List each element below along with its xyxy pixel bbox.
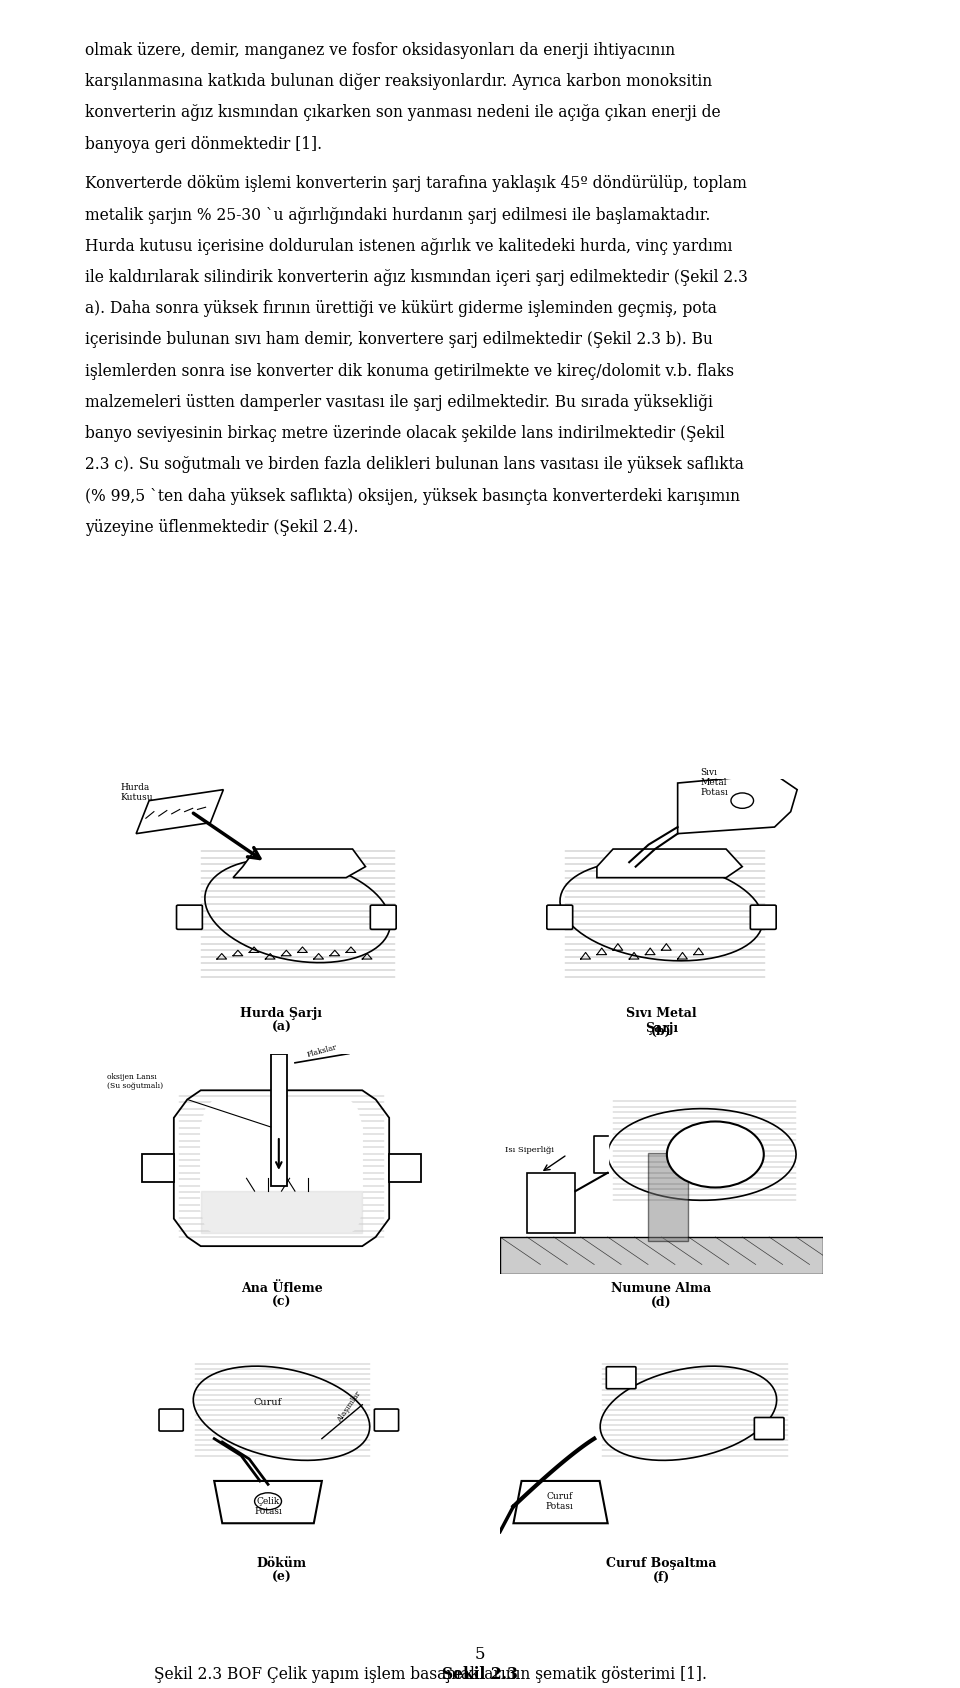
- Text: Hurda
Kutusu: Hurda Kutusu: [120, 783, 153, 802]
- Text: Sıvı
Metal
Potası: Sıvı Metal Potası: [700, 768, 728, 797]
- Circle shape: [254, 1492, 281, 1509]
- Polygon shape: [597, 849, 742, 878]
- Text: (f): (f): [653, 1570, 670, 1583]
- Text: (b): (b): [651, 1025, 672, 1038]
- Text: karşılanmasına katkıda bulunan diğer reaksiyonlardır. Ayrıca karbon monoksitin: karşılanmasına katkıda bulunan diğer rea…: [85, 73, 712, 89]
- Text: Alaşımlar: Alaşımlar: [335, 1389, 363, 1423]
- Text: Hurda Şarjı: Hurda Şarjı: [241, 1008, 323, 1021]
- Text: Numune Alma: Numune Alma: [612, 1283, 711, 1295]
- Text: Konverterde döküm işlemi konverterin şarj tarafına yaklaşık 45º döndürülüp, topl: Konverterde döküm işlemi konverterin şar…: [85, 176, 747, 192]
- Text: malzemeleri üstten damperler vasıtası ile şarj edilmektedir. Bu sırada yüksekliğ: malzemeleri üstten damperler vasıtası il…: [85, 393, 713, 410]
- Polygon shape: [594, 1136, 608, 1173]
- Text: içerisinde bulunan sıvı ham demir, konvertere şarj edilmektedir (Şekil 2.3 b). B: içerisinde bulunan sıvı ham demir, konve…: [85, 331, 713, 348]
- Text: (e): (e): [272, 1570, 292, 1583]
- Polygon shape: [204, 859, 391, 962]
- Text: a). Daha sonra yüksek fırının ürettiği ve kükürt giderme işleminden geçmiş, pota: a). Daha sonra yüksek fırının ürettiği v…: [85, 300, 717, 317]
- Polygon shape: [174, 1090, 389, 1246]
- Text: Döküm: Döküm: [256, 1558, 306, 1570]
- Polygon shape: [193, 1366, 370, 1460]
- Text: Curuf Boşaltma: Curuf Boşaltma: [607, 1558, 717, 1570]
- Text: işlemlerden sonra ise konverter dik konuma getirilmekte ve kireç/dolomit v.b. fl: işlemlerden sonra ise konverter dik konu…: [85, 363, 734, 380]
- Polygon shape: [233, 849, 366, 878]
- Text: Flakslar: Flakslar: [306, 1043, 338, 1060]
- Text: (a): (a): [272, 1021, 292, 1033]
- Text: ile kaldırılarak silindirik konverterin ağız kısmından içeri şarj edilmektedir (: ile kaldırılarak silindirik konverterin …: [85, 268, 748, 285]
- Text: olmak üzere, demir, manganez ve fosfor oksidasyonları da enerji ihtiyacının: olmak üzere, demir, manganez ve fosfor o…: [85, 42, 675, 59]
- FancyBboxPatch shape: [159, 1409, 183, 1431]
- Polygon shape: [560, 861, 763, 960]
- Text: (c): (c): [272, 1296, 291, 1308]
- Polygon shape: [527, 1173, 575, 1234]
- Polygon shape: [136, 790, 224, 834]
- Text: Isı Siperliği: Isı Siperliği: [505, 1146, 554, 1155]
- Text: Şekil 2.3: Şekil 2.3: [442, 1666, 518, 1683]
- Polygon shape: [271, 1053, 287, 1185]
- FancyBboxPatch shape: [371, 905, 396, 930]
- Text: Şekil 2.3 BOF Çelik yapım işlem basamaklarının şematik gösterimi [1].: Şekil 2.3 BOF Çelik yapım işlem basamakl…: [154, 1666, 707, 1683]
- Bar: [389, 1155, 421, 1182]
- Polygon shape: [678, 775, 797, 834]
- Polygon shape: [500, 1237, 823, 1274]
- Text: konverterin ağız kısmından çıkarken son yanması nedeni ile açığa çıkan enerji de: konverterin ağız kısmından çıkarken son …: [85, 105, 721, 122]
- Text: Sıvı Metal
Şarjı: Sıvı Metal Şarjı: [626, 1008, 697, 1035]
- Text: 2.3 c). Su soğutmalı ve birden fazla delikleri bulunan lans vasıtası ile yüksek : 2.3 c). Su soğutmalı ve birden fazla del…: [85, 456, 744, 473]
- Text: (% 99,5 `ten daha yüksek saflıkta) oksijen, yüksek basınçta konverterdeki karışı: (% 99,5 `ten daha yüksek saflıkta) oksij…: [85, 488, 740, 505]
- Text: Curuf
Potası: Curuf Potası: [545, 1492, 573, 1511]
- FancyBboxPatch shape: [607, 1367, 636, 1389]
- Text: Çelik
Potası: Çelik Potası: [254, 1497, 282, 1516]
- Bar: [648, 1153, 688, 1241]
- FancyBboxPatch shape: [751, 905, 777, 930]
- Circle shape: [667, 1121, 764, 1187]
- Text: metalik şarjın % 25-30 `u ağırlığındaki hurdanın şarj edilmesi ile başlamaktadır: metalik şarjın % 25-30 `u ağırlığındaki …: [85, 206, 710, 223]
- Text: yüzeyine üflenmektedir (Şekil 2.4).: yüzeyine üflenmektedir (Şekil 2.4).: [85, 518, 358, 535]
- Circle shape: [718, 766, 734, 778]
- Polygon shape: [201, 1192, 362, 1234]
- Text: Ana Üfleme: Ana Üfleme: [241, 1283, 323, 1295]
- Text: 5: 5: [475, 1646, 485, 1663]
- FancyBboxPatch shape: [177, 905, 203, 930]
- Polygon shape: [514, 1480, 608, 1523]
- Text: Curuf: Curuf: [253, 1398, 282, 1406]
- Text: Hurda kutusu içerisine doldurulan istenen ağırlık ve kalitedeki hurda, vinç yard: Hurda kutusu içerisine doldurulan istene…: [85, 238, 732, 255]
- FancyBboxPatch shape: [547, 905, 573, 930]
- Bar: [141, 1155, 174, 1182]
- Text: (d): (d): [651, 1296, 672, 1308]
- FancyBboxPatch shape: [755, 1418, 784, 1440]
- Circle shape: [731, 793, 754, 809]
- Polygon shape: [201, 1099, 362, 1234]
- FancyBboxPatch shape: [374, 1409, 398, 1431]
- Polygon shape: [600, 1366, 777, 1460]
- Polygon shape: [214, 1480, 322, 1523]
- Text: banyo seviyesinin birkaç metre üzerinde olacak şekilde lans indirilmektedir (Şek: banyo seviyesinin birkaç metre üzerinde …: [85, 425, 725, 442]
- Polygon shape: [608, 1109, 796, 1200]
- Text: banyoya geri dönmektedir [1].: banyoya geri dönmektedir [1].: [85, 135, 323, 152]
- Text: oksijen Lansı
(Su soğutmalı): oksijen Lansı (Su soğutmalı): [107, 1072, 162, 1090]
